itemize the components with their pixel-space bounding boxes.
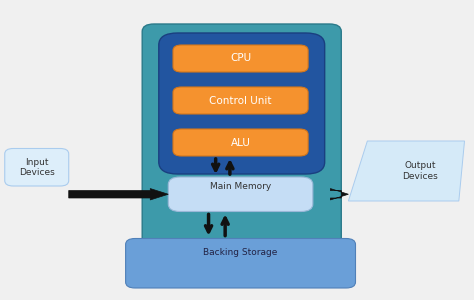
Text: CPU: CPU [230,53,251,64]
FancyBboxPatch shape [5,148,69,186]
Text: Input
Devices: Input Devices [19,158,55,177]
Text: Control Unit: Control Unit [210,95,272,106]
FancyBboxPatch shape [142,24,341,270]
Text: Output
Devices: Output Devices [402,161,438,181]
FancyBboxPatch shape [168,177,313,212]
Text: Backing Storage: Backing Storage [203,248,278,257]
FancyBboxPatch shape [159,33,325,174]
FancyBboxPatch shape [126,238,356,288]
Polygon shape [69,188,168,200]
FancyBboxPatch shape [173,129,308,156]
Polygon shape [330,188,348,200]
FancyBboxPatch shape [173,87,308,114]
Text: Main Memory: Main Memory [210,182,271,191]
Text: ALU: ALU [231,137,250,148]
Polygon shape [348,141,465,201]
FancyBboxPatch shape [173,45,308,72]
